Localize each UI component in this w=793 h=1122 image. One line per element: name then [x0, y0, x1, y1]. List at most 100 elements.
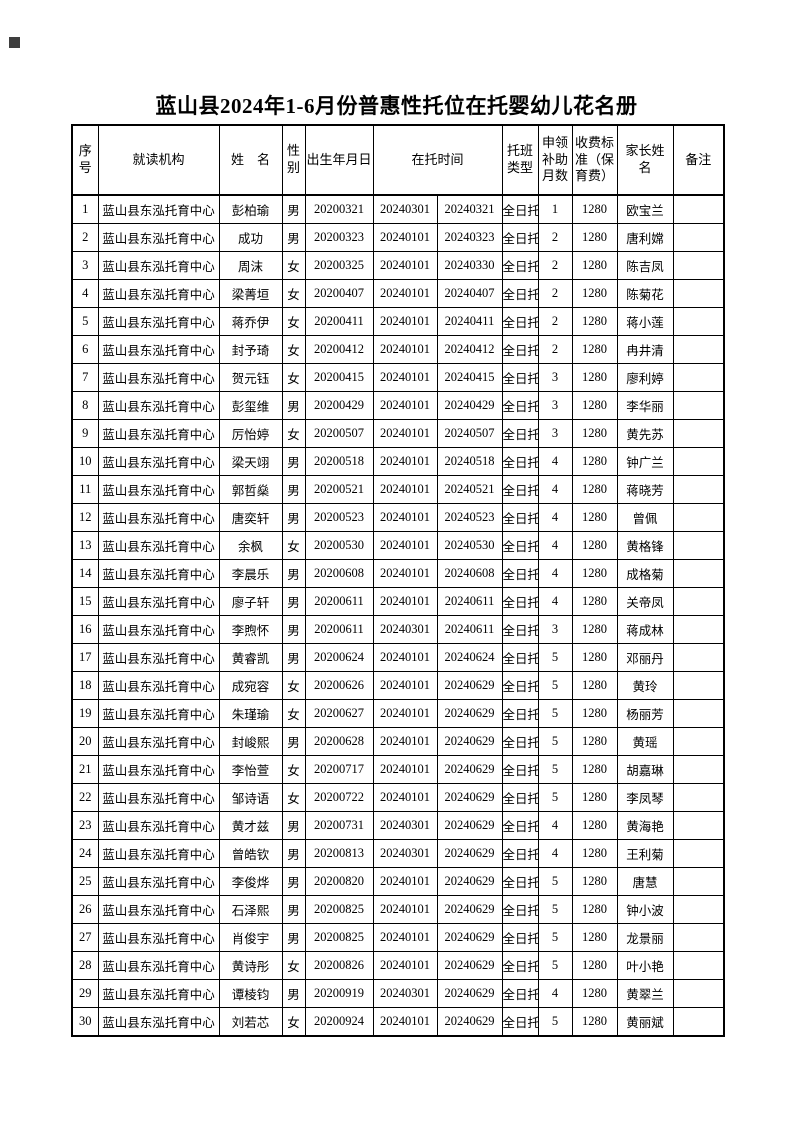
cell-no: 19 — [71, 699, 99, 728]
cell-name: 梁菁垣 — [218, 279, 283, 308]
cell-fee: 1280 — [571, 923, 618, 952]
cell-months: 5 — [537, 699, 573, 728]
cell-no: 2 — [71, 223, 99, 252]
cell-parent: 冉井清 — [616, 335, 674, 364]
cell-gender: 男 — [281, 475, 306, 504]
cell-start: 20240101 — [372, 251, 438, 280]
cell-months: 5 — [537, 867, 573, 896]
cell-start: 20240101 — [372, 923, 438, 952]
cell-fee: 1280 — [571, 783, 618, 812]
cell-start: 20240101 — [372, 699, 438, 728]
cell-no: 9 — [71, 419, 99, 448]
cell-gender: 男 — [281, 194, 306, 224]
table-row: 24 蓝山县东泓托育中心 曾皓钦男 20200813 20240301 20240629 全… — [71, 839, 725, 868]
cell-start: 20240301 — [372, 811, 438, 840]
cell-org: 蓝山县东泓托育中心 — [97, 979, 220, 1008]
cell-name: 厉怡婷 — [218, 419, 283, 448]
cell-no: 25 — [71, 867, 99, 896]
cell-no: 18 — [71, 671, 99, 700]
cell-org: 蓝山县东泓托育中心 — [97, 194, 220, 224]
cell-type: 全日托 — [501, 251, 539, 280]
cell-gender: 女 — [281, 671, 306, 700]
cell-start: 20240101 — [372, 419, 438, 448]
cell-months: 5 — [537, 643, 573, 672]
cell-note — [672, 559, 725, 588]
table-row: 25 蓝山县东泓托育中心 李俊烨男 20200820 20240101 20240629 全… — [71, 867, 725, 896]
cell-parent: 胡嘉琳 — [616, 755, 674, 784]
cell-no: 6 — [71, 335, 99, 364]
cell-parent: 黄丽斌 — [616, 1007, 674, 1037]
cell-note — [672, 839, 725, 868]
table-row: 13 蓝山县东泓托育中心 余枫女 20200530 20240101 20240530 全日… — [71, 531, 725, 560]
cell-start: 20240101 — [372, 671, 438, 700]
cell-end: 20240629 — [436, 783, 503, 812]
cell-birth: 20200611 — [304, 587, 374, 616]
cell-fee: 1280 — [571, 839, 618, 868]
cell-gender: 女 — [281, 307, 306, 336]
cell-org: 蓝山县东泓托育中心 — [97, 867, 220, 896]
cell-org: 蓝山县东泓托育中心 — [97, 1007, 220, 1037]
cell-birth: 20200919 — [304, 979, 374, 1008]
cell-fee: 1280 — [571, 615, 618, 644]
cell-end: 20240629 — [436, 699, 503, 728]
cell-org: 蓝山县东泓托育中心 — [97, 811, 220, 840]
cell-fee: 1280 — [571, 531, 618, 560]
cell-name: 李晨乐 — [218, 559, 283, 588]
cell-birth: 20200429 — [304, 391, 374, 420]
cell-no: 29 — [71, 979, 99, 1008]
cell-end: 20240611 — [436, 587, 503, 616]
cell-parent: 杨丽芳 — [616, 699, 674, 728]
cell-no: 30 — [71, 1007, 99, 1037]
cell-gender: 男 — [281, 615, 306, 644]
cell-note — [672, 727, 725, 756]
cell-birth: 20200411 — [304, 307, 374, 336]
cell-org: 蓝山县东泓托育中心 — [97, 587, 220, 616]
cell-no: 27 — [71, 923, 99, 952]
cell-type: 全日托 — [501, 699, 539, 728]
cell-parent: 黄玲 — [616, 671, 674, 700]
cell-birth: 20200412 — [304, 335, 374, 364]
cell-parent: 黄海艳 — [616, 811, 674, 840]
cell-gender: 女 — [281, 755, 306, 784]
cell-start: 20240101 — [372, 475, 438, 504]
cell-type: 全日托 — [501, 307, 539, 336]
table-row: 11 蓝山县东泓托育中心 郭哲燊男 20200521 20240101 20240521 全… — [71, 475, 725, 504]
cell-gender: 男 — [281, 923, 306, 952]
cell-name: 廖子轩 — [218, 587, 283, 616]
cell-months: 4 — [537, 811, 573, 840]
cell-gender: 女 — [281, 699, 306, 728]
cell-start: 20240301 — [372, 979, 438, 1008]
cell-name: 封峻熙 — [218, 727, 283, 756]
cell-parent: 欧宝兰 — [616, 194, 674, 224]
cell-type: 全日托 — [501, 279, 539, 308]
cell-fee: 1280 — [571, 503, 618, 532]
cell-note — [672, 447, 725, 476]
cell-type: 全日托 — [501, 895, 539, 924]
col-header-birth: 出生年月日 — [304, 124, 374, 196]
cell-end: 20240629 — [436, 839, 503, 868]
cell-months: 4 — [537, 447, 573, 476]
cell-start: 20240101 — [372, 727, 438, 756]
col-header-gender: 性别 — [281, 124, 306, 196]
cell-start: 20240101 — [372, 755, 438, 784]
cell-birth: 20200325 — [304, 251, 374, 280]
cell-parent: 关帝凤 — [616, 587, 674, 616]
cell-gender: 女 — [281, 279, 306, 308]
cell-birth: 20200518 — [304, 447, 374, 476]
cell-gender: 女 — [281, 419, 306, 448]
cell-note — [672, 699, 725, 728]
cell-note — [672, 531, 725, 560]
cell-birth: 20200407 — [304, 279, 374, 308]
cell-birth: 20200415 — [304, 363, 374, 392]
cell-birth: 20200825 — [304, 895, 374, 924]
cell-parent: 曾佩 — [616, 503, 674, 532]
cell-start: 20240301 — [372, 194, 438, 224]
cell-no: 22 — [71, 783, 99, 812]
cell-note — [672, 251, 725, 280]
cell-gender: 女 — [281, 531, 306, 560]
col-header-fee: 收费标准（保育费） — [571, 124, 618, 196]
cell-no: 7 — [71, 363, 99, 392]
cell-type: 全日托 — [501, 559, 539, 588]
cell-start: 20240101 — [372, 867, 438, 896]
cell-type: 全日托 — [501, 587, 539, 616]
